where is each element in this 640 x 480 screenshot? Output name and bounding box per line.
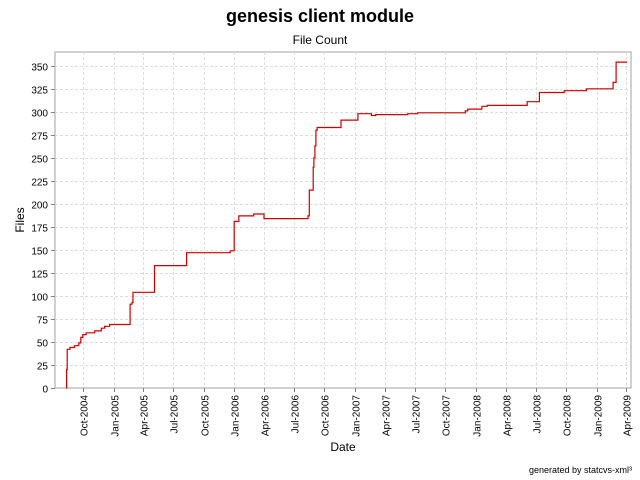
y-tick-label: 125 bbox=[31, 270, 48, 281]
x-tick-label: Jan-2008 bbox=[473, 395, 484, 437]
x-tick-label: Apr-2009 bbox=[623, 395, 634, 437]
y-tick-label: 250 bbox=[31, 155, 48, 166]
x-tick-label: Jul-2006 bbox=[291, 395, 302, 434]
x-tick-label: Oct-2008 bbox=[563, 395, 574, 437]
x-tick-label: Apr-2008 bbox=[503, 395, 514, 437]
plot-area bbox=[54, 51, 632, 389]
y-tick-label: 350 bbox=[31, 63, 48, 74]
y-axis: 0 25 50 75 100 125 150 175 200 225 250 275 300 325 350 bbox=[31, 63, 55, 396]
x-axis: Oct-2004 Jan-2005 Apr-2005 Jul-2005 Oct-2005… bbox=[80, 388, 634, 437]
x-tick-label: Jul-2007 bbox=[412, 395, 423, 434]
x-tick-label: Jan-2007 bbox=[352, 395, 363, 437]
y-tick-label: 325 bbox=[31, 86, 48, 97]
x-tick-label: Apr-2005 bbox=[140, 395, 151, 437]
y-tick-label: 150 bbox=[31, 247, 48, 258]
y-tick-label: 50 bbox=[37, 339, 49, 350]
y-axis-label: Files bbox=[13, 207, 27, 232]
x-tick-label: Apr-2007 bbox=[382, 395, 393, 437]
x-tick-label: Oct-2007 bbox=[442, 395, 453, 437]
series-line-files bbox=[65, 61, 627, 389]
y-tick-label: 225 bbox=[31, 178, 48, 189]
x-tick-label: Jan-2005 bbox=[111, 395, 122, 437]
x-tick-label: Oct-2005 bbox=[201, 395, 212, 437]
x-tick-label: Jan-2009 bbox=[594, 395, 605, 437]
y-tick-label: 100 bbox=[31, 293, 48, 304]
y-tick-label: 75 bbox=[37, 316, 49, 327]
y-tick-label: 175 bbox=[31, 224, 48, 235]
x-tick-label: Oct-2006 bbox=[321, 395, 332, 437]
generator-credit: generated by statcvs-xml³ bbox=[528, 465, 632, 475]
x-tick-label: Jan-2006 bbox=[231, 395, 242, 437]
y-tick-label: 0 bbox=[42, 385, 48, 396]
x-tick-label: Apr-2006 bbox=[261, 395, 272, 437]
chart-subtitle: File Count bbox=[292, 33, 348, 47]
chart-title: genesis client module bbox=[225, 6, 415, 26]
grid bbox=[55, 52, 631, 388]
x-tick-label: Oct-2004 bbox=[80, 395, 91, 437]
x-tick-label: Jul-2005 bbox=[170, 395, 181, 434]
y-tick-label: 25 bbox=[37, 362, 49, 373]
x-axis-label: Date bbox=[330, 440, 356, 454]
x-tick-label: Jul-2008 bbox=[533, 395, 544, 434]
y-tick-label: 275 bbox=[31, 132, 48, 143]
y-tick-label: 300 bbox=[31, 109, 48, 120]
y-tick-label: 200 bbox=[31, 201, 48, 212]
